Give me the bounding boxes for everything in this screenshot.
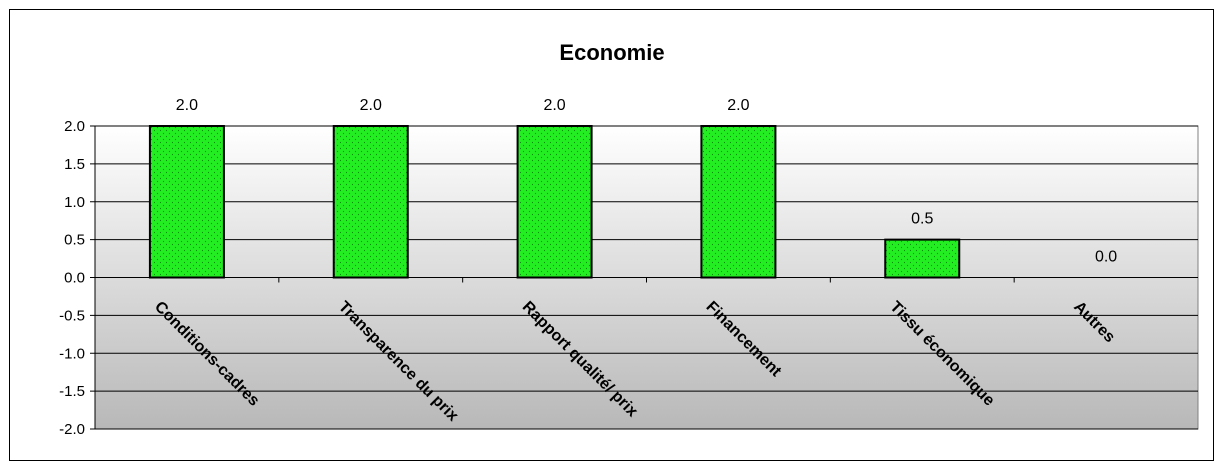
bar	[884, 238, 961, 279]
data-label: 0.0	[1095, 249, 1117, 266]
bar	[700, 125, 777, 279]
bar	[148, 125, 225, 279]
y-tick-label: -1.0	[59, 345, 85, 362]
chart-title: Economie	[559, 40, 665, 65]
y-tick-label: -2.0	[59, 421, 85, 438]
y-tick-label: 1.0	[64, 194, 85, 211]
data-label: 2.0	[543, 97, 565, 114]
y-tick-label: 0.0	[64, 270, 85, 287]
bar	[332, 125, 409, 279]
bar	[516, 125, 593, 279]
data-label: 2.0	[176, 97, 198, 114]
y-tick-label: -0.5	[59, 307, 85, 324]
y-tick-label: 2.0	[64, 118, 85, 135]
y-tick-label: 1.5	[64, 156, 85, 173]
data-label: 2.0	[727, 97, 749, 114]
data-label: 0.5	[911, 211, 933, 228]
y-tick-label: -1.5	[59, 383, 85, 400]
y-tick-label: 0.5	[64, 232, 85, 249]
data-label: 2.0	[360, 97, 382, 114]
